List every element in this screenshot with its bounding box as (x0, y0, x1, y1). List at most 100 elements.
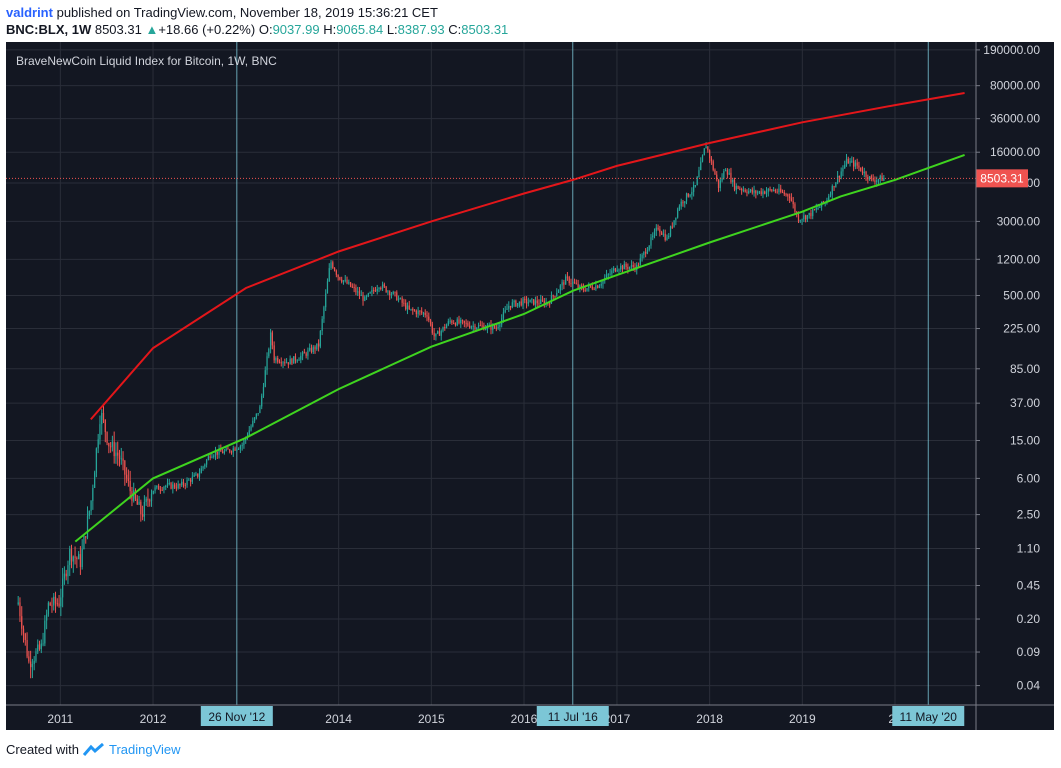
candle-body (776, 191, 778, 193)
last-price-label: 8503.31 (94, 22, 142, 37)
lower-band-curve (74, 153, 965, 543)
candle-body (584, 289, 586, 291)
candle-body (591, 286, 593, 289)
candle-body (197, 473, 199, 477)
x-tick-label: 2015 (418, 712, 445, 726)
candle-body (437, 331, 439, 334)
candle-body (301, 352, 304, 356)
candle-body (666, 237, 668, 241)
candle-body (143, 501, 146, 517)
candle-body (390, 294, 393, 296)
candle-body (28, 656, 30, 662)
candle-body (470, 326, 473, 328)
candle-body (92, 487, 94, 501)
candle-body (541, 299, 544, 301)
candle-body (209, 456, 211, 458)
time-axis[interactable]: 201120122014201520162017201820192026 Nov… (47, 706, 965, 726)
y-tick-label: 500.00 (1003, 289, 1040, 303)
y-tick-label: 1200.00 (997, 252, 1041, 266)
y-tick-label: 2.50 (1017, 508, 1041, 522)
candle-body (170, 482, 172, 489)
candle-body (874, 180, 876, 182)
candle-body (277, 358, 279, 362)
high-value: 9065.84 (336, 22, 384, 37)
candle-body (72, 556, 74, 562)
candle-body (109, 446, 112, 448)
candle-body (788, 196, 791, 199)
candle-body (53, 596, 55, 606)
candle-body (435, 333, 437, 337)
candle-body (421, 311, 423, 313)
candle-body (787, 194, 789, 197)
candle-body (145, 498, 147, 502)
candle-body (204, 464, 206, 467)
candle-body (582, 287, 585, 290)
candle-body (509, 305, 512, 308)
candle-body (358, 291, 361, 296)
candle-body (840, 171, 842, 178)
candle-body (712, 161, 714, 170)
candle-body (673, 220, 675, 227)
candle-body (90, 500, 92, 511)
candle-body (613, 268, 615, 271)
candle-body (573, 282, 576, 284)
publish-header: valdrint published on TradingView.com, N… (6, 5, 438, 20)
candle-body (721, 177, 723, 181)
candle-body (792, 200, 794, 205)
candle-body (856, 162, 858, 166)
candle-body (312, 346, 314, 353)
candle-body (364, 296, 366, 301)
candle-body (872, 178, 874, 181)
candle-body (474, 325, 476, 330)
candle-body (216, 451, 218, 455)
candle-body (730, 172, 732, 183)
candle-body (785, 194, 787, 196)
candle-body (863, 171, 865, 174)
candle-body (218, 449, 220, 455)
price-axis[interactable]: 190000.0080000.0036000.0016000.007600.00… (976, 43, 1040, 693)
tradingview-brand-link[interactable]: TradingView (108, 742, 181, 757)
candle-body (282, 362, 284, 364)
candle-body (735, 185, 737, 190)
candle-body (99, 424, 101, 440)
candle-body (159, 489, 162, 491)
candle-body (177, 483, 179, 489)
candle-body (860, 167, 862, 171)
candle-body (150, 494, 153, 502)
candle-body (33, 660, 35, 664)
candle-body (543, 300, 545, 305)
low-value: 8387.93 (397, 22, 445, 37)
candle-body (403, 302, 405, 304)
candle-body (732, 179, 734, 183)
candle-body (698, 170, 700, 178)
candle-body (808, 212, 810, 216)
candle-body (719, 180, 721, 188)
candle-body (214, 451, 217, 456)
candle-body (223, 450, 225, 454)
candle-body (227, 448, 229, 450)
candle-body (211, 456, 213, 458)
candle-body (780, 188, 782, 192)
candle-body (289, 358, 291, 365)
candle-body (250, 426, 252, 431)
candle-body (677, 209, 679, 218)
candle-body (353, 287, 355, 289)
candle-body (166, 483, 169, 486)
candle-body (527, 302, 529, 304)
candle-body (273, 345, 275, 361)
candle-body (156, 485, 158, 488)
candle-body (348, 282, 350, 284)
candle-body (294, 356, 297, 361)
candle-body (195, 473, 197, 475)
candle-body (268, 349, 270, 357)
candle-body (193, 474, 195, 477)
candle-body (141, 514, 144, 517)
candle-body (106, 432, 108, 444)
candle-body (861, 170, 864, 174)
candle-body (710, 158, 713, 162)
author-link[interactable]: valdrint (6, 5, 53, 20)
candle-body (726, 170, 729, 175)
candle-body (424, 312, 426, 315)
candle-body (182, 481, 185, 485)
